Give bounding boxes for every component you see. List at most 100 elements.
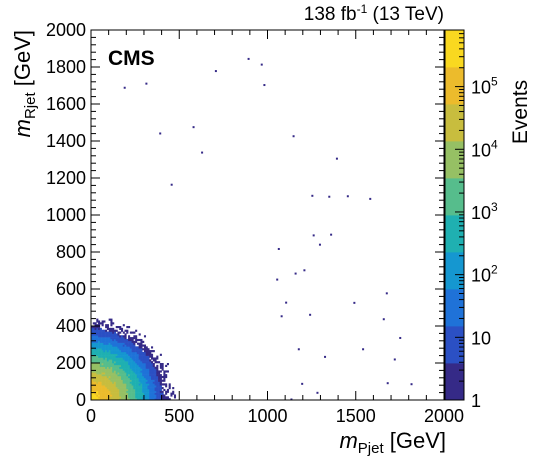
heatmap-bin — [94, 324, 97, 327]
heatmap-bin — [140, 370, 143, 373]
heatmap-bin — [161, 363, 164, 366]
heatmap-bin — [143, 346, 147, 349]
heatmap-bin — [149, 370, 152, 373]
heatmap-bin — [121, 327, 124, 330]
heatmap-bin — [154, 377, 157, 380]
heatmap-bin — [126, 331, 129, 334]
heatmap-bin — [92, 394, 95, 397]
heatmap-bin — [108, 359, 111, 362]
heatmap-bin — [149, 359, 152, 362]
heatmap-bin — [101, 357, 104, 360]
heatmap-bin — [126, 346, 129, 349]
heatmap-bin — [96, 318, 99, 321]
heatmap-bin — [96, 390, 99, 393]
heatmap-bin — [145, 396, 148, 399]
heatmap-bin — [142, 355, 145, 358]
heatmap-bin — [94, 346, 97, 349]
heatmap-bin — [124, 337, 127, 340]
heatmap-bin — [154, 385, 157, 388]
heatmap-bin — [138, 357, 141, 360]
heatmap-bin — [121, 366, 124, 369]
heatmap-bin — [113, 377, 117, 380]
heatmap-bin — [101, 322, 104, 325]
heatmap-bin — [108, 392, 111, 395]
heatmap-bin — [166, 363, 169, 366]
heatmap-bin — [126, 383, 129, 386]
heatmap-bin — [143, 363, 147, 366]
heatmap-bin — [154, 381, 157, 384]
heatmap-bin — [96, 324, 99, 327]
heatmap-bin — [94, 359, 97, 362]
heatmap-bin — [121, 398, 124, 400]
heatmap-bin — [135, 368, 138, 371]
z-tick-exponent: 4 — [491, 137, 498, 151]
heatmap-bin — [136, 375, 139, 379]
heatmap-bin — [133, 348, 136, 351]
heatmap-bin — [103, 335, 106, 338]
heatmap-bin — [152, 392, 155, 395]
heatmap-bin — [159, 381, 162, 384]
heatmap-bin — [128, 394, 131, 397]
heatmap-bin — [147, 355, 150, 358]
z-tick-label: 104 — [471, 137, 498, 160]
heatmap-bin — [158, 396, 161, 399]
heatmap-bin — [119, 396, 122, 399]
heatmap-bin — [113, 340, 117, 343]
heatmap-bin — [117, 350, 120, 353]
y-axis-title-main: m — [10, 119, 35, 137]
heatmap-bin — [158, 370, 161, 373]
y-tick-label: 1400 — [46, 131, 86, 151]
heatmap-bin — [115, 390, 118, 393]
heatmap-bin — [110, 374, 113, 377]
heatmap-bin — [94, 355, 97, 358]
heatmap-bin — [140, 388, 143, 392]
heatmap-bin — [99, 370, 102, 373]
heatmap-bin — [94, 372, 97, 375]
heatmap-bin — [98, 379, 101, 382]
heatmap-bin — [115, 385, 118, 388]
heatmap-bin — [119, 388, 122, 392]
heatmap-bin — [98, 396, 101, 399]
heatmap-bin — [159, 392, 162, 395]
isolated-bin — [201, 151, 204, 154]
heatmap-bin — [99, 374, 102, 377]
heatmap-bin — [140, 377, 143, 380]
heatmap-bin — [121, 338, 124, 342]
heatmap-bin — [135, 392, 138, 395]
heatmap-bin — [172, 390, 175, 393]
heatmap-bin — [133, 361, 136, 364]
heatmap-bin — [92, 342, 95, 345]
heatmap-bin — [94, 340, 97, 343]
heatmap-bin — [121, 364, 124, 367]
heatmap-bin — [151, 350, 154, 353]
heatmap-bin — [108, 377, 111, 380]
heatmap-bin — [168, 385, 171, 388]
heatmap-bin — [112, 344, 115, 347]
heatmap-bin — [99, 375, 102, 379]
heatmap-bin — [151, 364, 154, 367]
heatmap-bin — [143, 335, 147, 338]
heatmap-bin — [121, 363, 124, 366]
heatmap-bin — [94, 364, 97, 367]
heatmap-bin — [106, 370, 109, 373]
heatmap-bin — [96, 357, 99, 360]
heatmap-bin — [98, 363, 101, 366]
heatmap-bin — [149, 385, 152, 388]
heatmap-bin — [131, 394, 134, 397]
heatmap-bin — [158, 390, 161, 393]
heatmap-bin — [166, 390, 169, 393]
heatmap-bin — [131, 374, 134, 377]
heatmap-bin — [124, 383, 127, 386]
heatmap-bin — [149, 350, 152, 353]
x-tick-label: 1500 — [336, 406, 376, 426]
heatmap-bin — [140, 340, 143, 343]
heatmap-bin — [133, 385, 136, 388]
heatmap-bin — [105, 381, 108, 384]
heatmap-bin — [112, 333, 115, 336]
heatmap-bin — [154, 398, 157, 400]
isolated-bin — [369, 197, 372, 200]
heatmap-bin — [121, 383, 124, 386]
heatmap-bin — [103, 396, 106, 399]
heatmap-bin — [121, 374, 124, 377]
heatmap-bin — [133, 381, 136, 384]
